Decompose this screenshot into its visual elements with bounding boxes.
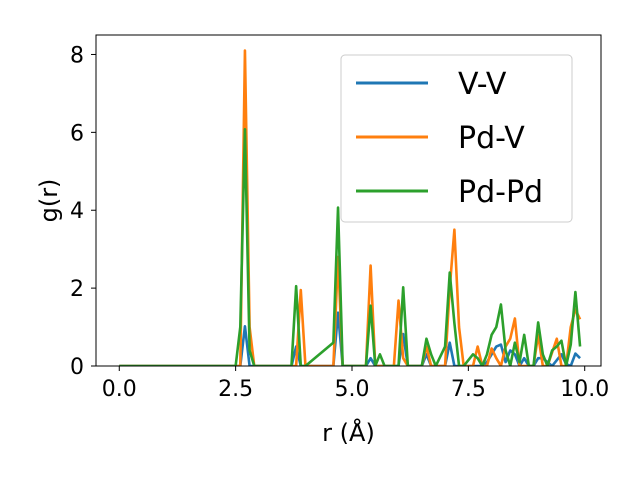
y-tick-label: 4 <box>70 199 84 224</box>
plot-lines <box>119 49 582 366</box>
x-axis: 0.0 2.5 5.0 7.5 10.0 <box>102 366 609 402</box>
x-tick-label: 5.0 <box>334 377 369 402</box>
legend-label: V-V <box>458 67 507 102</box>
y-tick-label: 2 <box>70 277 84 302</box>
y-tick-label: 0 <box>70 355 84 380</box>
series-line-pd-pd <box>119 127 582 366</box>
legend-box <box>340 54 573 223</box>
legend-label: Pd-V <box>458 121 525 156</box>
legend-label: Pd-Pd <box>458 175 543 210</box>
series-line-pd-v <box>119 49 582 366</box>
x-axis-label: r (Å) <box>322 418 375 447</box>
plot-frame <box>95 34 602 367</box>
y-axis-label: g(r) <box>35 179 63 223</box>
x-tick-label: 2.5 <box>218 377 253 402</box>
y-tick-label: 8 <box>70 43 84 68</box>
x-tick-label: 7.5 <box>451 377 486 402</box>
x-tick-label: 0.0 <box>102 377 137 402</box>
legend: V-V Pd-V Pd-Pd <box>340 54 573 223</box>
x-tick-label: 10.0 <box>560 377 609 402</box>
y-tick-label: 6 <box>70 121 84 146</box>
y-axis: 0 2 4 6 8 <box>70 43 96 380</box>
